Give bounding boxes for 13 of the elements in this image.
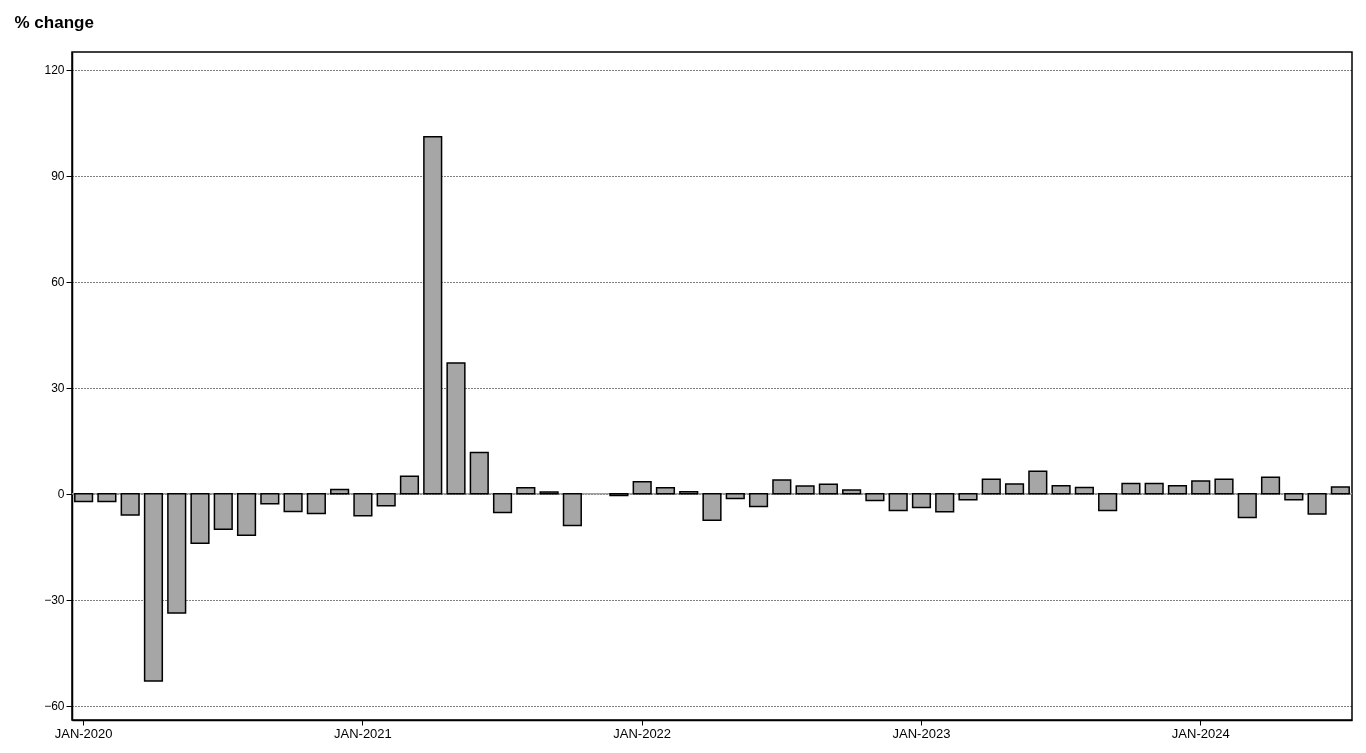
- y-tick-label: 120: [44, 63, 65, 78]
- x-tick-label: JAN-2021: [334, 725, 392, 741]
- y-tick-label: 60: [51, 275, 65, 290]
- y-tick-label: 90: [51, 169, 65, 184]
- y-tick-label: −30: [44, 593, 65, 608]
- y-tick-label: −60: [44, 699, 65, 714]
- y-axis-title: % change: [14, 12, 94, 32]
- y-tick-label: 30: [51, 381, 65, 396]
- y-tick-label: 0: [57, 487, 65, 502]
- x-tick-label: JAN-2024: [1171, 725, 1230, 741]
- x-tick-label: JAN-2022: [613, 725, 672, 741]
- x-tick-label: JAN-2023: [892, 725, 951, 741]
- x-tick-label: JAN-2020: [54, 725, 113, 741]
